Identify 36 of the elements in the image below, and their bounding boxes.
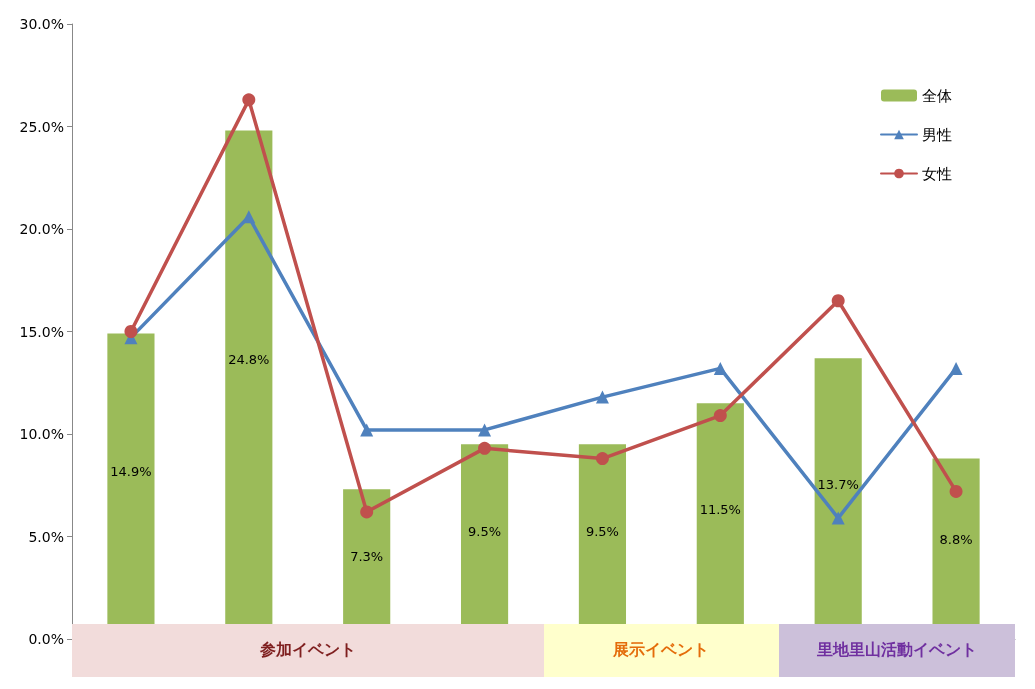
point xyxy=(360,423,374,437)
category-group-label: 展示イベント xyxy=(543,624,780,677)
point xyxy=(124,325,138,338)
point xyxy=(949,361,963,375)
point xyxy=(831,294,845,308)
y-tick-label: 10.0% xyxy=(19,426,64,442)
data-label: 9.5% xyxy=(468,524,502,540)
data-label: 24.8% xyxy=(228,351,270,367)
legend-label: 全体 xyxy=(922,86,952,105)
point xyxy=(831,511,845,525)
category-group-label: 里地里山活動イベント xyxy=(779,624,1015,677)
point xyxy=(713,409,727,423)
data-label: 8.8% xyxy=(939,532,973,548)
legend-label: 女性 xyxy=(922,164,952,183)
point xyxy=(478,441,492,455)
point xyxy=(595,390,609,404)
data-label: 13.7% xyxy=(817,477,859,493)
y-tick-label: 25.0% xyxy=(19,118,64,135)
point xyxy=(242,210,256,224)
data-label: 14.9% xyxy=(110,463,152,479)
data-label: 11.5% xyxy=(699,501,741,517)
y-tick-label: 30.0% xyxy=(19,16,64,32)
data-label: 7.3% xyxy=(350,549,384,565)
point xyxy=(949,484,963,498)
point xyxy=(478,423,492,437)
y-tick-label: 5.0% xyxy=(28,528,64,545)
category-group-label: 参加イベント xyxy=(72,624,544,677)
point xyxy=(360,505,374,519)
point xyxy=(242,93,256,107)
y-tick-label: 20.0% xyxy=(19,221,64,237)
point xyxy=(595,452,609,466)
legend-label: 男性 xyxy=(922,125,952,144)
y-tick-label: 15.0% xyxy=(19,323,64,340)
data-label: 9.5% xyxy=(585,524,619,540)
y-tick-label: 0.0% xyxy=(28,631,64,647)
point xyxy=(713,361,727,375)
